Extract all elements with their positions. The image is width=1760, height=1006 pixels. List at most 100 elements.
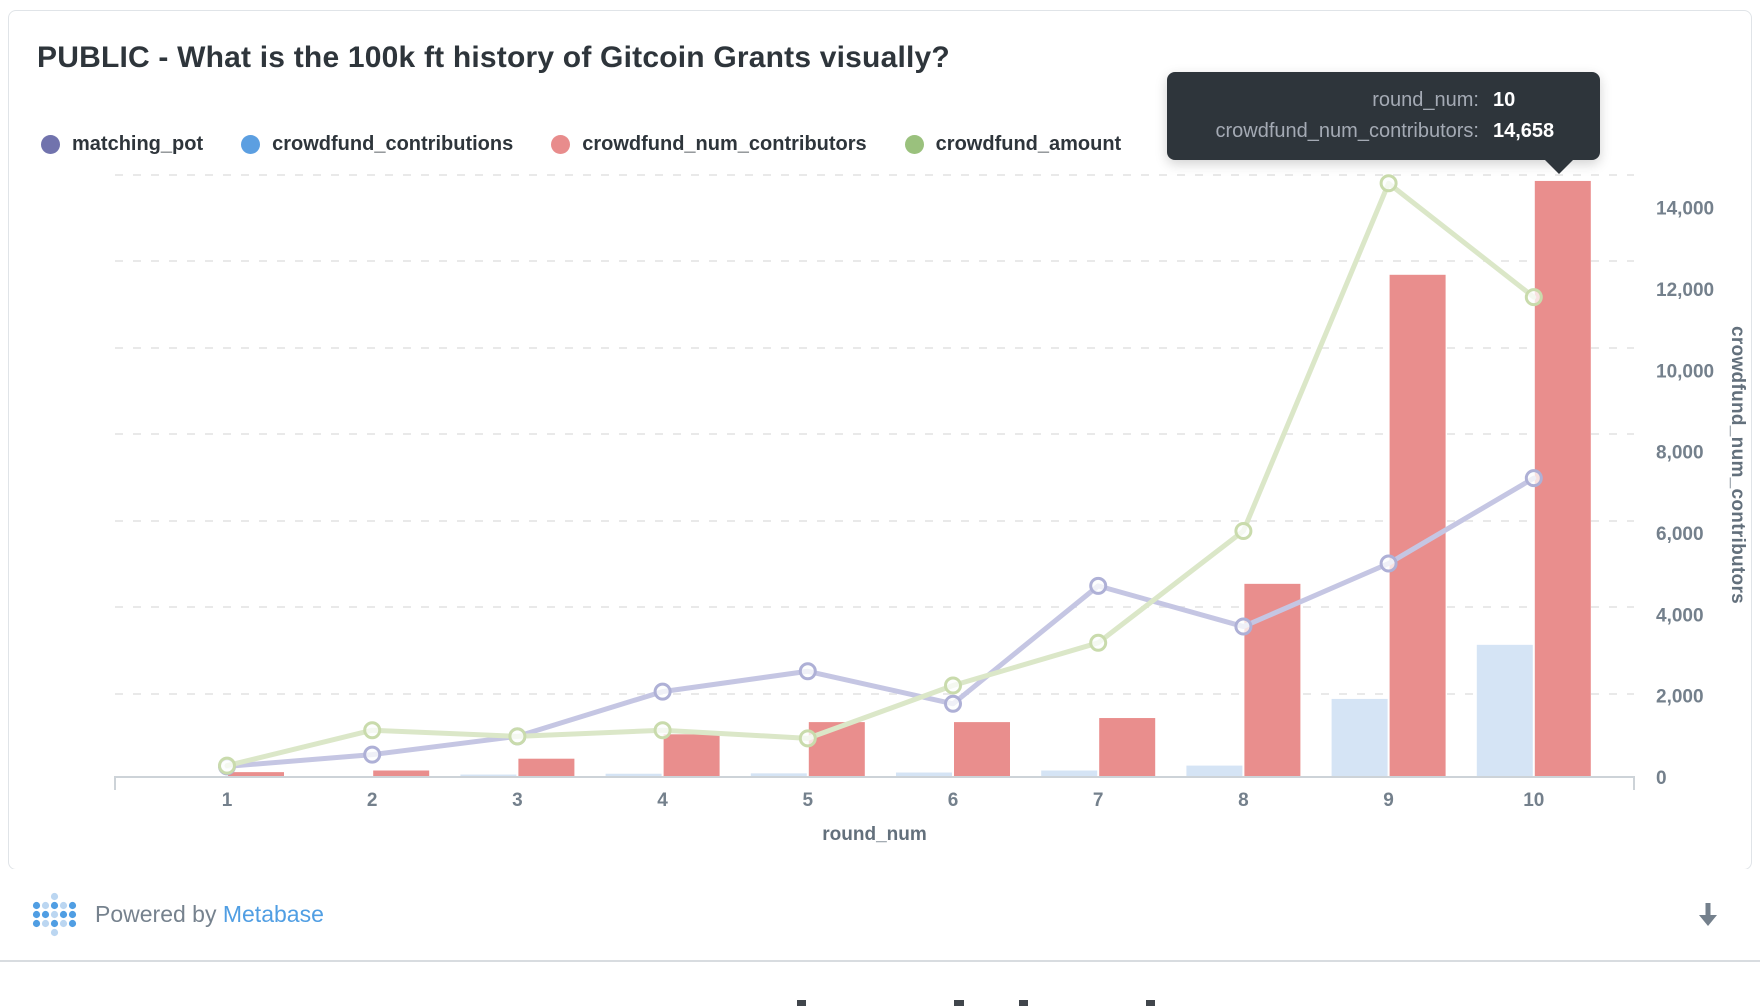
bar-crowdfund_contributions-round-9[interactable]	[1331, 698, 1388, 777]
point-crowdfund_amount-round-5[interactable]	[798, 729, 817, 748]
tooltip-row: crowdfund_num_contributors: 14,658	[1167, 116, 1600, 147]
point-crowdfund_amount-round-7[interactable]	[1089, 633, 1108, 652]
point-matching_pot-round-7[interactable]	[1089, 576, 1108, 595]
bar-crowdfund_num_contributors-round-3[interactable]	[518, 758, 575, 777]
powered-by-text: Powered by Metabase	[95, 901, 324, 928]
bar-crowdfund_contributions-round-3[interactable]	[460, 774, 517, 777]
cropped-text-fragment	[797, 1000, 806, 1006]
logo-dot	[59, 910, 68, 919]
y-tick-label: 10,000	[1656, 361, 1714, 382]
point-matching_pot-round-8[interactable]	[1234, 617, 1253, 636]
legend: matching_pot crowdfund_contributions crowd…	[41, 133, 1121, 156]
bar-crowdfund_num_contributors-round-9[interactable]	[1389, 274, 1446, 777]
point-crowdfund_amount-round-10[interactable]	[1524, 288, 1543, 307]
point-crowdfund_amount-round-8[interactable]	[1234, 521, 1253, 540]
point-matching_pot-round-9[interactable]	[1379, 554, 1398, 573]
x-tick-label: 7	[1093, 790, 1104, 811]
bar-crowdfund_num_contributors-round-6[interactable]	[954, 722, 1010, 777]
metabase-logo-icon	[32, 892, 77, 937]
legend-dot	[41, 135, 60, 154]
legend-label: matching_pot	[72, 133, 204, 155]
legend-item-crowdfund_contributions[interactable]: crowdfund_contributions	[241, 133, 513, 156]
cropped-text-fragment	[954, 1000, 964, 1006]
y-tick-label: 2,000	[1656, 687, 1704, 708]
point-crowdfund_amount-round-1[interactable]	[218, 756, 236, 775]
y-tick-label: 14,000	[1656, 199, 1714, 220]
footer-branding: Powered by Metabase	[32, 892, 324, 937]
tooltip-value: 10	[1493, 89, 1516, 111]
logo-dot	[68, 919, 77, 928]
logo-dot	[32, 901, 41, 910]
download-arrow-icon	[1699, 902, 1717, 926]
point-crowdfund_amount-round-3[interactable]	[508, 727, 527, 746]
legend-item-crowdfund_amount[interactable]: crowdfund_amount	[904, 133, 1122, 156]
bar-crowdfund_contributions-round-4[interactable]	[605, 773, 662, 777]
tooltip: round_num: 10 crowdfund_num_contributors…	[1167, 72, 1600, 174]
logo-dot	[41, 910, 50, 919]
powered-by-label: Powered by	[95, 901, 217, 927]
y-tick-label: 6,000	[1656, 524, 1704, 545]
bar-crowdfund_contributions-round-8[interactable]	[1186, 765, 1243, 777]
line-matching_pot[interactable]	[224, 475, 1537, 769]
legend-item-matching_pot[interactable]: matching_pot	[41, 133, 203, 156]
bar-crowdfund_contributions-round-7[interactable]	[1041, 770, 1098, 777]
point-crowdfund_amount-round-2[interactable]	[363, 721, 382, 740]
x-axis-line	[114, 776, 1635, 790]
point-matching_pot-round-5[interactable]	[798, 662, 817, 681]
logo-dot	[59, 901, 68, 910]
bar-crowdfund_num_contributors-round-4[interactable]	[663, 734, 720, 777]
point-matching_pot-round-2[interactable]	[363, 745, 382, 764]
logo-dot	[41, 901, 50, 910]
bar-crowdfund_contributions-round-10[interactable]	[1476, 644, 1533, 777]
x-tick-label: 4	[657, 790, 668, 811]
x-tick-label: 9	[1383, 790, 1394, 811]
logo-dot	[50, 928, 59, 937]
cropped-text-fragment	[1019, 1000, 1028, 1006]
x-tick-label: 10	[1523, 790, 1544, 811]
bar-crowdfund_num_contributors-round-2[interactable]	[373, 770, 430, 777]
legend-item-crowdfund_num_contributors[interactable]: crowdfund_num_contributors	[551, 133, 867, 156]
legend-label: crowdfund_contributions	[272, 133, 514, 155]
x-axis-title: round_num	[822, 824, 927, 845]
bar-crowdfund_contributions-round-6[interactable]	[896, 772, 952, 777]
logo-dot	[68, 910, 77, 919]
point-matching_pot-round-6[interactable]	[944, 694, 962, 713]
tooltip-row: round_num: 10	[1167, 85, 1600, 116]
download-button[interactable]	[1688, 895, 1728, 935]
bar-crowdfund_num_contributors-round-1[interactable]	[228, 772, 284, 777]
bar-crowdfund_num_contributors-round-5[interactable]	[808, 722, 865, 777]
x-tick-label: 1	[222, 790, 233, 811]
logo-dot	[59, 919, 68, 928]
point-crowdfund_amount-round-9[interactable]	[1379, 174, 1398, 193]
tooltip-value: 14,658	[1493, 120, 1555, 142]
point-crowdfund_amount-round-4[interactable]	[653, 721, 672, 740]
legend-dot	[904, 135, 924, 154]
x-tick-label: 8	[1238, 790, 1249, 811]
y-tick-label: 4,000	[1656, 605, 1704, 626]
bar-crowdfund_contributions-round-5[interactable]	[750, 773, 807, 777]
metabase-link[interactable]: Metabase	[222, 901, 324, 927]
logo-dot	[32, 919, 41, 928]
point-matching_pot-round-10[interactable]	[1524, 469, 1543, 488]
bar-crowdfund_num_contributors-round-10[interactable]	[1534, 180, 1591, 777]
x-tick-label: 3	[512, 790, 523, 811]
cropped-text-fragment	[1146, 1000, 1155, 1006]
legend-dot	[551, 135, 571, 154]
y-tick-label: 12,000	[1656, 280, 1714, 301]
chart-title: PUBLIC - What is the 100k ft history of …	[37, 41, 950, 74]
legend-label: crowdfund_amount	[935, 133, 1122, 155]
x-tick-label: 6	[948, 790, 959, 811]
tooltip-label: crowdfund_num_contributors:	[1215, 120, 1479, 142]
legend-dot	[241, 135, 261, 154]
point-matching_pot-round-4[interactable]	[653, 682, 672, 701]
x-tick-label: 5	[803, 790, 814, 811]
line-crowdfund_amount[interactable]	[224, 180, 1537, 769]
legend-label: crowdfund_num_contributors	[582, 133, 867, 155]
logo-dot	[68, 901, 77, 910]
bar-crowdfund_num_contributors-round-7[interactable]	[1099, 718, 1156, 777]
point-crowdfund_amount-round-6[interactable]	[944, 676, 962, 695]
y-tick-label: 0	[1656, 768, 1667, 789]
logo-dot	[50, 919, 59, 928]
logo-dot	[41, 919, 50, 928]
